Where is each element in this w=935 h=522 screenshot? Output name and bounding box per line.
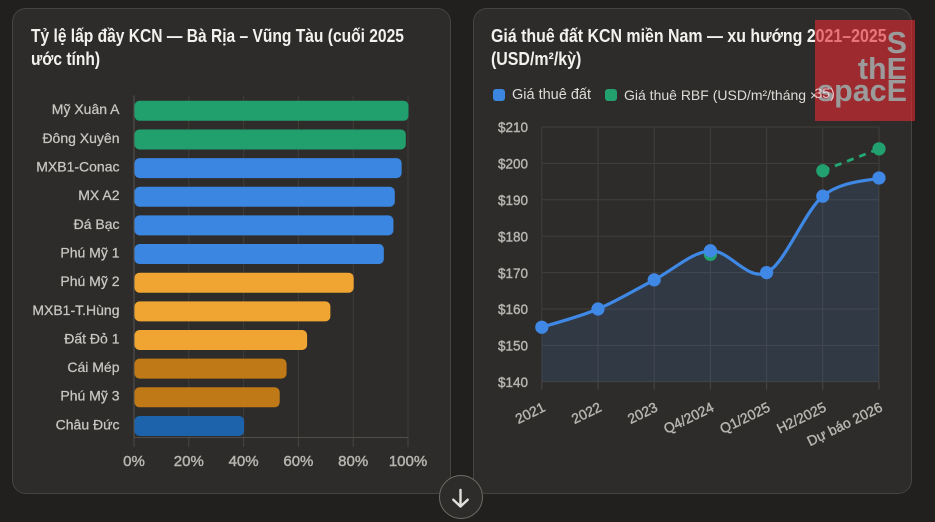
svg-text:Mỹ Xuân A: Mỹ Xuân A	[52, 101, 120, 117]
svg-text:Q1/2025: Q1/2025	[717, 399, 772, 437]
svg-text:$150: $150	[498, 339, 528, 354]
svg-text:$140: $140	[498, 375, 528, 390]
svg-text:MXB1-Conac: MXB1-Conac	[36, 159, 119, 175]
svg-text:$210: $210	[498, 120, 528, 135]
svg-text:Phú Mỹ 3: Phú Mỹ 3	[60, 388, 119, 404]
svg-text:80%: 80%	[338, 453, 368, 470]
svg-text:20%: 20%	[174, 453, 204, 470]
svg-text:Đất Đỏ 1: Đất Đỏ 1	[64, 330, 119, 346]
svg-text:2021: 2021	[513, 399, 548, 427]
svg-text:$160: $160	[498, 302, 528, 317]
svg-text:Cái Mép: Cái Mép	[67, 359, 119, 375]
svg-text:Đá Bạc: Đá Bạc	[74, 216, 120, 232]
svg-text:Phú Mỹ 2: Phú Mỹ 2	[60, 273, 119, 289]
svg-text:100%: 100%	[389, 453, 427, 470]
svg-text:Châu Đức: Châu Đức	[56, 416, 120, 432]
svg-text:60%: 60%	[283, 453, 313, 470]
svg-text:$200: $200	[498, 157, 528, 172]
svg-text:$190: $190	[498, 193, 528, 208]
svg-text:Phú Mỹ 1: Phú Mỹ 1	[60, 244, 119, 260]
svg-text:Q4/2024: Q4/2024	[661, 399, 716, 437]
svg-text:$170: $170	[498, 266, 528, 281]
svg-text:40%: 40%	[229, 453, 259, 470]
svg-text:MX A2: MX A2	[78, 187, 119, 203]
svg-text:Đông Xuyên: Đông Xuyên	[42, 130, 119, 146]
svg-text:0%: 0%	[123, 453, 145, 470]
svg-text:2022: 2022	[569, 399, 604, 427]
svg-text:2023: 2023	[625, 399, 660, 427]
svg-text:$180: $180	[498, 229, 528, 244]
svg-text:MXB1-T.Hùng: MXB1-T.Hùng	[32, 302, 119, 318]
